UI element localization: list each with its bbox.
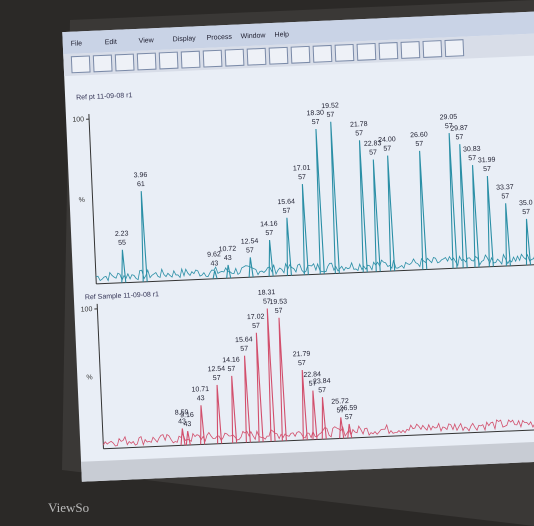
peak-label-ion: 61	[137, 181, 145, 188]
peak-label-ion: 57	[318, 387, 326, 394]
peak-label-time: 24.00	[378, 136, 396, 144]
peak-label-ion: 55	[118, 240, 126, 247]
peak-label-ion: 57	[283, 208, 291, 215]
peak-label-ion: 57	[246, 247, 254, 254]
tool-button[interactable]	[379, 43, 398, 60]
menu-item[interactable]: View	[139, 37, 155, 45]
peak-label-time: 18.31	[258, 289, 276, 297]
tool-button[interactable]	[423, 41, 442, 58]
peak-label-time: 26.59	[340, 405, 358, 413]
tool-button[interactable]	[335, 44, 354, 61]
menu-item[interactable]: Process	[207, 34, 233, 42]
tool-button[interactable]	[203, 50, 222, 67]
peak-label-ion: 57	[345, 414, 353, 421]
peak-label-time: 9.16	[180, 412, 194, 420]
peak-label-time: 21.79	[293, 351, 311, 359]
tool-button[interactable]	[137, 53, 156, 70]
peak-label-time: 35.0	[519, 200, 533, 208]
peak-label-time: 19.52	[321, 102, 339, 110]
peak-label-ion: 57	[265, 230, 273, 237]
tool-button[interactable]	[93, 55, 112, 72]
peak-label-time: 14.16	[222, 357, 240, 365]
peak-label-ion: 43	[224, 255, 232, 262]
peak-label-time: 18.30	[306, 110, 324, 118]
y-tick-label: 100	[81, 306, 93, 314]
peak-label-time: 17.01	[293, 165, 311, 173]
peak-label-time: 30.83	[463, 146, 481, 154]
menu-item[interactable]: Help	[274, 31, 289, 39]
peak-label-ion: 43	[210, 260, 218, 267]
tool-button[interactable]	[445, 40, 464, 57]
peak-label-ion: 43	[183, 421, 191, 428]
peak-label-ion: 57	[326, 112, 334, 119]
tool-button[interactable]	[313, 45, 332, 62]
tool-button[interactable]	[225, 49, 244, 66]
peak-label-ion: 57	[369, 149, 377, 156]
peak-label-ion: 57	[298, 360, 306, 367]
tool-button[interactable]	[291, 46, 310, 63]
peak-label-time: 19.53	[269, 298, 287, 306]
peak-label-ion: 57	[468, 155, 476, 162]
peak-label-time: 12.54	[207, 366, 225, 374]
menu-item[interactable]: Window	[240, 32, 266, 40]
tool-button[interactable]	[247, 48, 266, 65]
tool-button[interactable]	[401, 42, 420, 59]
peak-label-time: 26.60	[410, 132, 428, 140]
y-axis-label: %	[78, 197, 85, 204]
screen-bg	[62, 11, 534, 482]
menu-item[interactable]: File	[71, 40, 83, 47]
tool-button[interactable]	[181, 51, 200, 68]
tool-button[interactable]	[115, 54, 134, 71]
peak-label-time: 14.16	[260, 221, 278, 229]
tool-button[interactable]	[357, 44, 376, 61]
peak-label-time: 23.84	[313, 378, 331, 386]
menu-item[interactable]: Edit	[105, 39, 117, 47]
peak-label-time: 17.02	[247, 313, 265, 321]
peak-label-ion: 57	[483, 166, 491, 173]
peak-label-ion: 57	[501, 193, 509, 200]
peak-label-time: 29.05	[440, 114, 458, 122]
peak-label-time: 31.99	[478, 157, 496, 165]
tool-button[interactable]	[71, 56, 90, 73]
peak-label-time: 2.23	[115, 230, 129, 238]
peak-label-ion: 57	[275, 308, 283, 315]
peak-label-ion: 43	[197, 395, 205, 402]
peak-label-ion: 57	[522, 209, 530, 216]
peak-label-time: 15.64	[235, 336, 253, 344]
peak-label-ion: 57	[355, 130, 363, 137]
peak-label-time: 10.72	[219, 246, 237, 254]
monitor: FileEditViewDisplayProcessWindowHelp Ref…	[0, 0, 534, 526]
brand: ViewSo	[48, 500, 89, 515]
peak-label-time: 15.64	[277, 198, 295, 206]
peak-label-time: 10.71	[191, 386, 209, 394]
peak-label-ion: 57	[415, 141, 423, 148]
tool-button[interactable]	[269, 47, 288, 64]
peak-label-time: 21.78	[350, 121, 368, 129]
tool-button[interactable]	[159, 52, 178, 69]
peak-label-ion: 57	[298, 174, 306, 181]
peak-label-time: 3.96	[134, 172, 148, 180]
peak-label-ion: 57	[240, 346, 248, 353]
peak-label-ion: 57	[227, 366, 235, 373]
peak-label-time: 12.54	[241, 238, 259, 246]
photo: FileEditViewDisplayProcessWindowHelp Ref…	[0, 0, 534, 526]
peak-label-ion: 57	[383, 145, 391, 152]
y-tick-label: 100	[72, 116, 84, 124]
peak-label-ion: 57	[455, 134, 463, 141]
menu-item[interactable]: Display	[173, 35, 197, 43]
peak-label-time: 29.87	[450, 125, 468, 133]
peak-label-ion: 57	[213, 375, 221, 382]
peak-label-ion: 57	[312, 119, 320, 126]
y-axis-label: %	[86, 374, 93, 381]
peak-label-ion: 57	[252, 323, 260, 330]
peak-label-time: 33.37	[496, 184, 514, 192]
